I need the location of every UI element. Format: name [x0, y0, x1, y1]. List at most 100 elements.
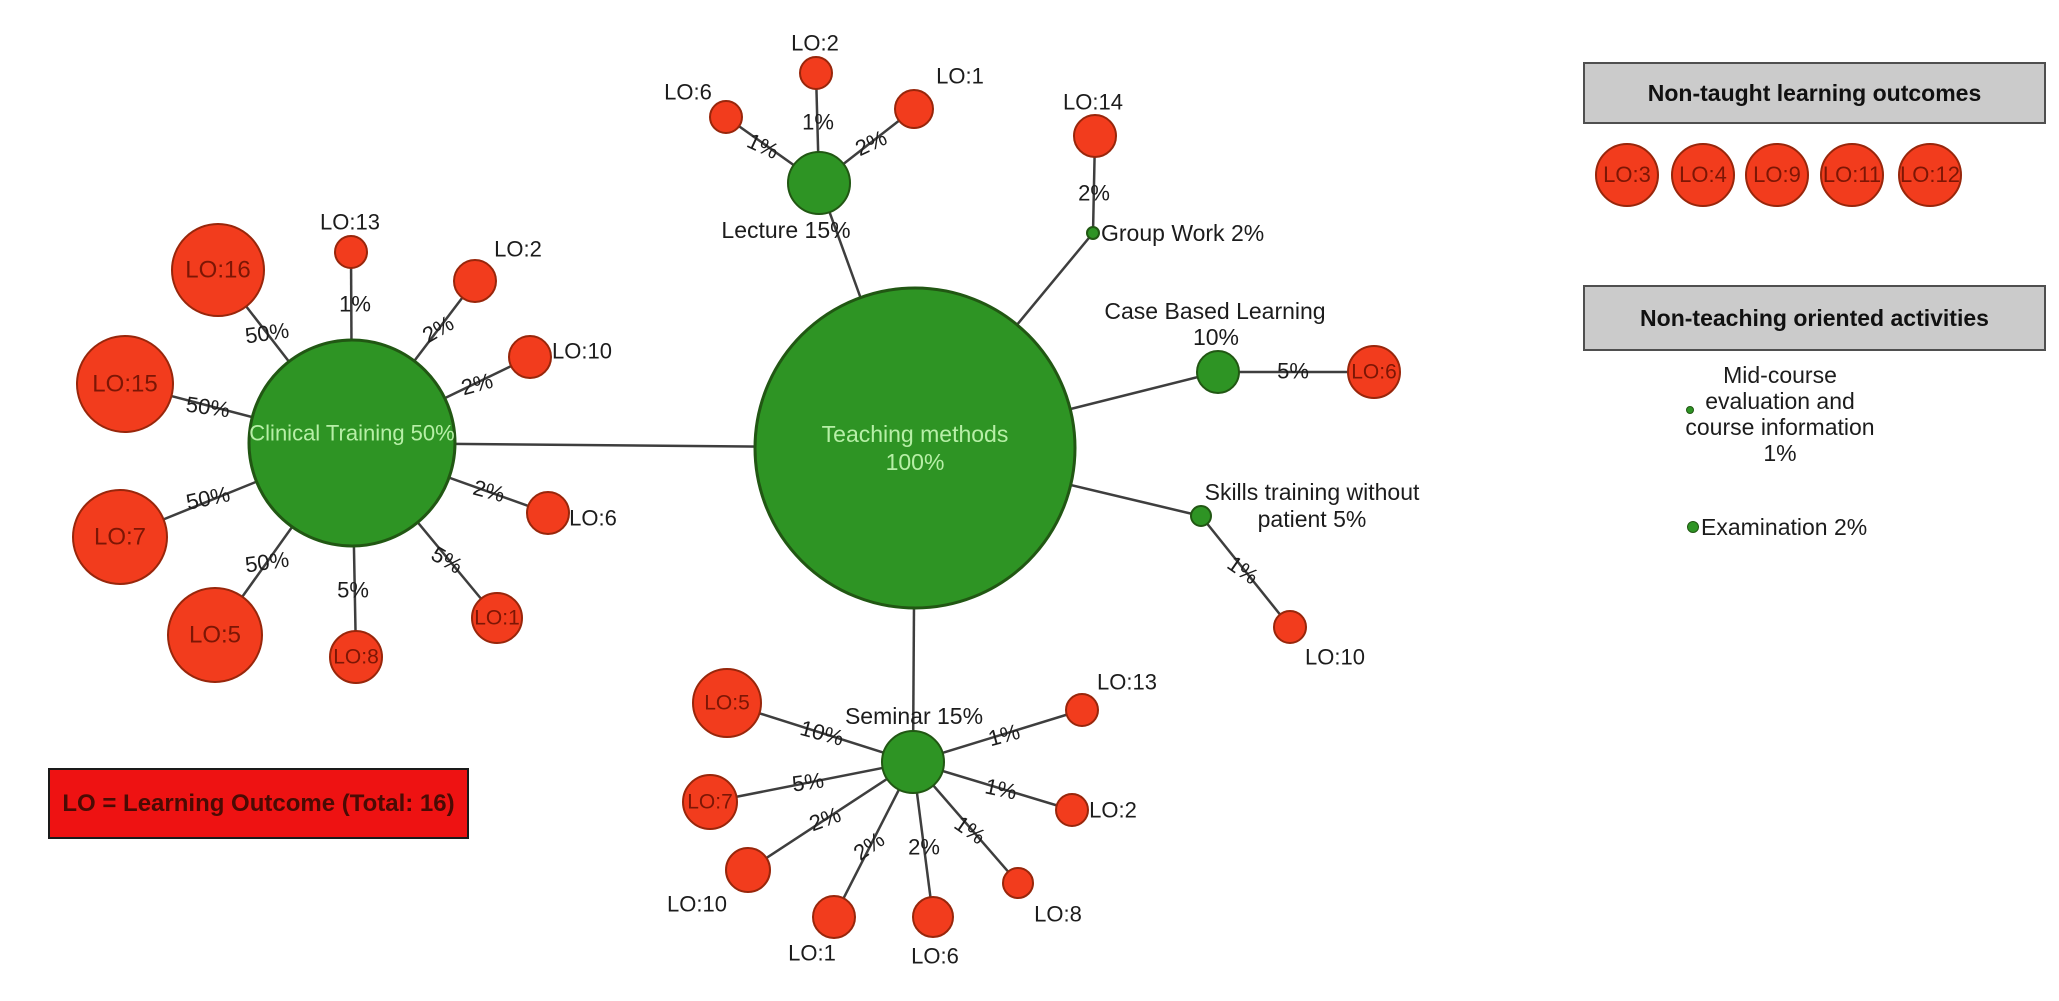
- diagram-text: Case Based Learning: [1104, 298, 1325, 324]
- node-label-c1: LO:1: [474, 607, 520, 630]
- edge-seminar-m7: [709, 760, 914, 804]
- edge-percent-label: 2%: [908, 835, 940, 860]
- diagram-text: Skills training without: [1205, 479, 1420, 505]
- midcourse-activity-label: Mid-course evaluation and course informati…: [1660, 362, 1900, 466]
- node-label-b6: LO:6: [1351, 361, 1397, 384]
- lo-circle-c6: [526, 491, 570, 535]
- edge-percent-label: 2%: [470, 475, 507, 507]
- lo-circle-m8: [1002, 867, 1034, 899]
- legend-lo-circle: LO:11: [1820, 143, 1884, 207]
- diagram-text: LO:1: [936, 64, 984, 89]
- hub-circle-seminar: [881, 730, 945, 794]
- node-label-clinical: Clinical Training 50%: [249, 421, 454, 446]
- lo-circle-c16: [171, 223, 265, 317]
- diagram-text: LO:2: [791, 31, 839, 56]
- diagram-text: LO:13: [1097, 670, 1157, 695]
- edge-percent-label: 50%: [243, 318, 290, 349]
- edge-percent-label: 2%: [1078, 181, 1110, 206]
- diagram-text: LO:1: [788, 941, 836, 966]
- diagram-text: 10%: [1193, 324, 1239, 350]
- lo-circle-c7: [72, 489, 168, 585]
- lo-circle-l2: [799, 56, 833, 90]
- diagram-text: LO:2: [494, 237, 542, 262]
- edge-percent-label: 50%: [243, 547, 290, 578]
- diagram-text: LO:10: [552, 339, 612, 364]
- lo-circle-m10: [725, 847, 771, 893]
- legend-lo-circle: LO:3: [1595, 143, 1659, 207]
- diagram-text: LO:10: [667, 892, 727, 917]
- edge-seminar-m10: [747, 760, 914, 872]
- lo-circle-c8: [329, 630, 383, 684]
- examination-dot: [1687, 521, 1699, 533]
- hub-circle-clinical: [247, 338, 457, 548]
- edge-percent-label: 5%: [791, 767, 826, 796]
- diagram-text: LO:10: [1305, 645, 1365, 670]
- legend-non-teaching-header: Non-teaching oriented activities: [1583, 285, 2046, 351]
- midcourse-line: evaluation and: [1705, 388, 1855, 414]
- lo-circle-g14: [1073, 114, 1117, 158]
- diagram-text: Group Work 2%: [1101, 220, 1264, 246]
- diagram-text: LO:13: [320, 210, 380, 235]
- lo-circle-m7: [682, 774, 738, 830]
- midcourse-activity-dot: [1686, 406, 1694, 414]
- diagram-text: Seminar 15%: [845, 703, 983, 729]
- edge-percent-label: 2%: [849, 827, 889, 866]
- legend-non-taught-header: Non-taught learning outcomes: [1583, 62, 2046, 124]
- diagram-text: LO:2: [1089, 798, 1137, 823]
- edge-skillsdot-s10: [1200, 515, 1291, 628]
- edge-percent-label: 2%: [458, 368, 495, 400]
- hub-circle-teaching: [753, 286, 1077, 610]
- edge-percent-label: 5%: [1277, 359, 1309, 384]
- diagram-text: LO:6: [569, 506, 617, 531]
- lo-circle-c1: [471, 592, 523, 644]
- node-label-m7: LO:7: [687, 791, 733, 814]
- diagram-text: patient 5%: [1258, 506, 1367, 532]
- edge-percent-label: 50%: [184, 392, 231, 423]
- lo-circle-l6: [709, 100, 743, 134]
- legend-lo-circle: LO:9: [1745, 143, 1809, 207]
- node-label-teaching: Teaching methods: [822, 421, 1009, 447]
- lo-circle-c13: [334, 235, 368, 269]
- edge-percent-label: 1%: [802, 110, 834, 135]
- hub-circle-cbl: [1196, 350, 1240, 394]
- edge-percent-label: 1%: [985, 719, 1022, 751]
- diagram-text: LO:14: [1063, 90, 1123, 115]
- legend-lo-circle: LO:12: [1898, 143, 1962, 207]
- edge-percent-label: 5%: [337, 578, 369, 603]
- midcourse-line: Mid-course: [1723, 362, 1837, 388]
- lo-circle-c5: [167, 587, 263, 683]
- lo-circle-m2: [1055, 793, 1089, 827]
- midcourse-line: 1%: [1763, 440, 1797, 466]
- examination-label: Examination 2%: [1701, 514, 1868, 540]
- hub-circle-skillsdot: [1190, 505, 1212, 527]
- lo-circle-m6: [912, 896, 954, 938]
- diagram-text: Lecture 15%: [721, 217, 850, 243]
- edge-percent-label: 1%: [339, 292, 371, 317]
- hub-circle-groupdot: [1086, 226, 1100, 240]
- lo-circle-c15: [76, 335, 174, 433]
- node-label-c7: LO:7: [94, 524, 146, 551]
- edge-percent-label: 2%: [806, 802, 844, 836]
- diagram-text: LO:6: [911, 944, 959, 969]
- edge-percent-label: 2%: [418, 310, 458, 348]
- edge-percent-label: 50%: [184, 481, 232, 515]
- node-label-c15: LO:15: [92, 371, 157, 398]
- edge-percent-label: 10%: [797, 715, 846, 751]
- lo-circle-c2: [453, 259, 497, 303]
- lo-circle-s10: [1273, 610, 1307, 644]
- node-label-c5: LO:5: [189, 622, 241, 649]
- edge-percent-label: 1%: [983, 773, 1019, 804]
- diagram-text: LO:8: [1034, 902, 1082, 927]
- node-label-m5: LO:5: [704, 692, 750, 715]
- midcourse-line: course information: [1685, 414, 1875, 440]
- lo-circle-m1: [812, 895, 856, 939]
- lo-circle-b6: [1347, 345, 1401, 399]
- lo-circle-c10: [508, 335, 552, 379]
- diagram-text: LO:6: [664, 80, 712, 105]
- lo-circle-m13: [1065, 693, 1099, 727]
- edge-percent-label: 1%: [1223, 551, 1263, 590]
- node-label-c16: LO:16: [185, 257, 250, 284]
- lo-circle-m5: [692, 668, 762, 738]
